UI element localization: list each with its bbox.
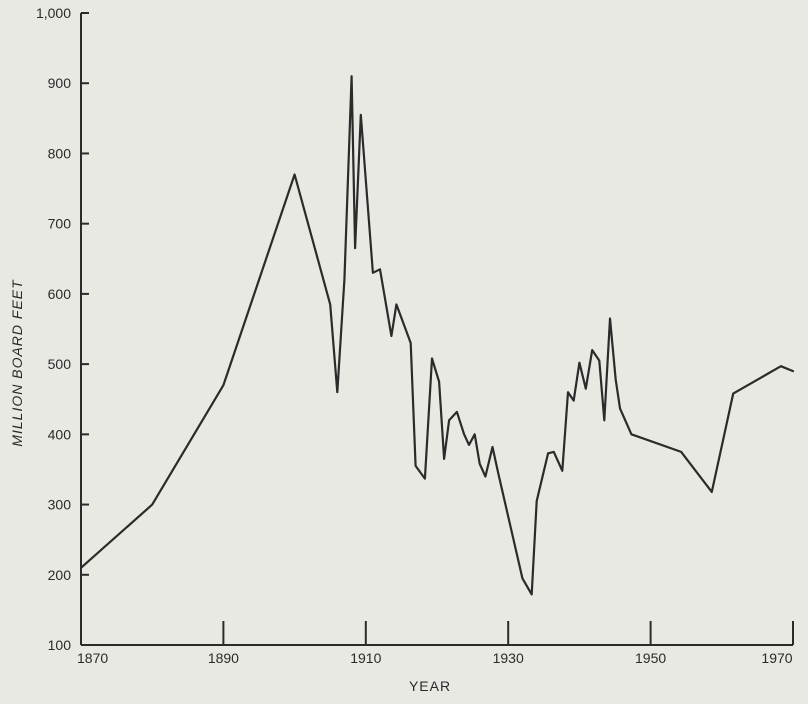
- series-line: [79, 75, 795, 596]
- y-tick-label: 800: [48, 145, 72, 161]
- y-tick-label: 200: [48, 567, 72, 583]
- y-tick-label: 400: [48, 426, 72, 442]
- y-tick-label: 100: [48, 637, 72, 653]
- x-tick-label: 1950: [635, 650, 666, 666]
- axes: 100 200 300 400 500 600 700 800 900 1,000 1870 1890…: [36, 5, 794, 666]
- y-axis-title: MILLION BOARD FEET: [9, 279, 25, 447]
- y-tick-label: 1,000: [36, 5, 71, 21]
- y-tick-label: 300: [48, 497, 72, 513]
- y-tick-label: 900: [48, 75, 72, 91]
- x-tick-label: 1890: [208, 650, 239, 666]
- x-tick-label: 1970: [761, 650, 792, 666]
- x-tick-label: 1930: [493, 650, 524, 666]
- x-tick-label: 1910: [350, 650, 381, 666]
- plot-area: [79, 75, 795, 596]
- x-axis-title: YEAR: [409, 678, 451, 694]
- y-tick-label: 600: [48, 286, 72, 302]
- y-tick-label: 500: [48, 356, 72, 372]
- y-tick-label: 700: [48, 216, 72, 232]
- x-tick-label: 1870: [77, 650, 108, 666]
